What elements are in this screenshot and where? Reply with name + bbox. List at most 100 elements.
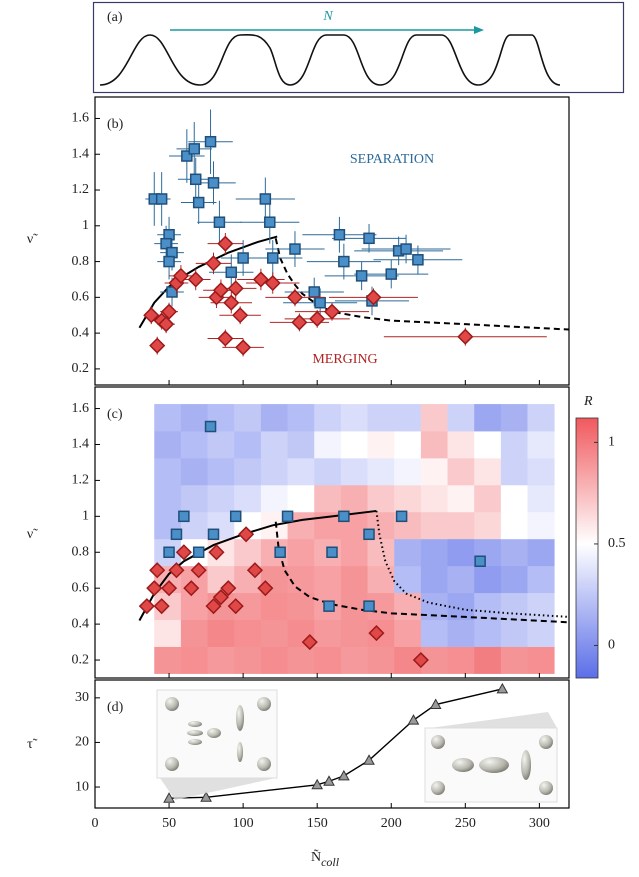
diamond-marker [138,598,155,615]
heatmap-cell [314,619,342,647]
square-marker [323,600,335,612]
x-tick-label: 0 [92,816,99,831]
heatmap-cell [394,457,422,486]
diamond-marker [149,562,166,579]
heatmap-cell [474,565,502,594]
heatmap-cell [500,592,528,621]
heatmap-cell [500,457,528,486]
colorbar-tick-label: 0.5 [608,536,626,551]
heatmap-cell [314,457,342,486]
x-axis-label: Ñcoll [311,849,340,869]
square-marker [363,232,375,245]
heatmap-cell [260,619,288,647]
curve [375,510,569,618]
diamond-marker [286,289,304,306]
y-tick-label: 1.6 [72,401,90,416]
heatmap-cell [474,404,502,432]
diamond-marker [264,274,281,292]
triangle-marker [200,791,212,802]
heatmap-cell [527,565,555,594]
square-marker [264,216,276,228]
diamond-marker [309,310,326,327]
square-marker [326,546,338,559]
heatmap-cell [287,457,315,486]
heatmap-cell [207,457,235,486]
x-tick-label: 50 [162,816,176,831]
arrow-label: N [322,9,333,24]
y-tick-label: 0.8 [72,544,90,559]
heatmap-cell [420,484,448,513]
heatmap-cell [447,457,475,486]
square-marker [267,252,279,264]
square-marker [363,528,375,541]
panel: 0.2 0.4 0.6 0.8 1 1.2 1.4 1.6 (c) ν̃ [27,386,570,679]
heatmap-cell [394,592,422,621]
panel-a: (a) N [92,1,625,94]
heatmap-cell [340,538,368,567]
heatmap-cell [314,431,342,459]
y-tick-label: 0.4 [72,325,90,340]
heatmap-cell [207,484,235,513]
colorbar [575,417,599,679]
heatmap-cell [260,404,288,432]
y-tick-label: 10 [75,779,89,794]
heatmap-cell [314,565,342,594]
plot-area [138,404,569,674]
triangle-marker [338,769,350,781]
x-tick-label: 250 [455,816,476,831]
plots: 0.2 0.4 0.6 0.8 1 1.2 1.4 1.6 (b) ν̃ SEPARATION MER… [27,96,626,869]
panel-label: (b) [107,117,124,132]
colorbar-tick-label: 0 [608,638,615,653]
plot-area [138,109,569,357]
heatmap-cell [420,511,448,540]
heatmap-cell [447,538,475,567]
curve [138,509,377,621]
square-marker [308,286,320,298]
heatmap-cell [447,619,475,647]
x-tick-label: 150 [307,816,328,831]
panel-label: (d) [107,700,124,715]
y-tick-label: 30 [75,690,89,705]
square-marker [166,286,178,298]
diamond-marker [183,580,200,597]
heatmap-cell [420,565,448,594]
diamond-marker [412,651,429,669]
heatmap-cell [527,431,555,459]
square-marker [204,135,217,148]
square-marker [314,296,326,309]
heatmap-cell [527,457,555,486]
panel-label: (a) [107,10,123,25]
y-tick-label: 1.2 [72,473,90,488]
heatmap-cell [314,646,342,674]
x-axis-label-sub: coll [321,855,340,869]
y-axis-label: τ̃ [27,737,38,752]
diamond-marker [365,289,382,306]
heatmap-cell [314,404,342,432]
heatmap-cell [287,646,315,674]
heatmap-cell [500,538,528,567]
heatmap-cell [234,619,262,647]
heatmap-cell [394,538,422,567]
square-marker [338,255,350,268]
heatmap-cell [234,404,262,432]
diamond-marker [208,544,225,561]
heatmap-cell [234,431,262,459]
diamond-marker [146,580,163,597]
heatmap-cell [287,484,315,513]
panel-label: (c) [107,407,123,422]
triangle-marker [311,778,324,790]
heatmap-cell [287,538,315,567]
heatmap-cell [154,457,182,486]
square-marker [188,143,200,155]
pulses [99,33,561,86]
triangle-marker [323,775,335,786]
y-tick-label: 1.4 [72,437,90,452]
heatmap-cell [474,619,502,647]
square-marker [289,243,301,255]
heatmap-cell [527,619,555,647]
heatmap-cell [367,404,395,432]
diamond-marker [212,589,229,606]
heatmap-cell [260,431,288,459]
heatmap-cell [527,592,555,621]
square-marker [189,173,202,186]
